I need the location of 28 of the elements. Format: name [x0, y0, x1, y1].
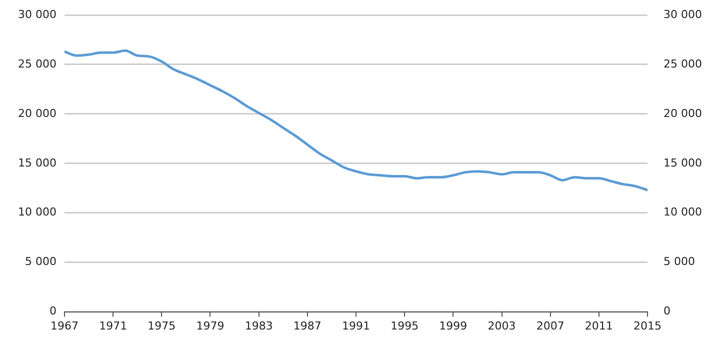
line-series — [64, 49, 648, 192]
y2-tick-label: 5 000 — [664, 255, 696, 268]
x-tick-label: 1983 — [244, 319, 273, 332]
x-tick-label: 1991 — [342, 319, 370, 332]
y-tick-label: 10 000 — [18, 206, 56, 219]
y2-tick-label: 15 000 — [664, 156, 702, 170]
x-tick-label: 2015 — [634, 319, 662, 332]
x-tick-label: 1975 — [148, 319, 176, 332]
x-tick-label: 2011 — [584, 319, 613, 332]
x-tick-label: 1971 — [99, 319, 128, 332]
x-tick-label: 1995 — [390, 319, 419, 332]
y-tick-label: 25 000 — [18, 57, 56, 70]
x-tick-label: 1999 — [439, 319, 468, 332]
x-tick-label: 1979 — [196, 319, 224, 332]
y-tick-label: 15 000 — [18, 156, 56, 170]
x-tick-label: 1987 — [293, 319, 322, 332]
y-tick-label: 0 — [49, 304, 56, 318]
y-tick-label: 30 000 — [18, 8, 56, 21]
y2-tick-label: 0 — [664, 304, 671, 318]
y2-tick-label: 20 000 — [664, 106, 702, 120]
x-tick-label: 2007 — [536, 319, 564, 332]
y-tick-label: 5 000 — [24, 255, 56, 268]
y2-tick-label: 30 000 — [664, 8, 702, 21]
y-tick-label: 20 000 — [18, 106, 56, 120]
y2-tick-label: 10 000 — [664, 206, 702, 219]
y2-tick-label: 25 000 — [664, 57, 702, 70]
x-tick-label: 1967 — [50, 319, 78, 332]
x-tick-label: 2003 — [488, 319, 516, 332]
